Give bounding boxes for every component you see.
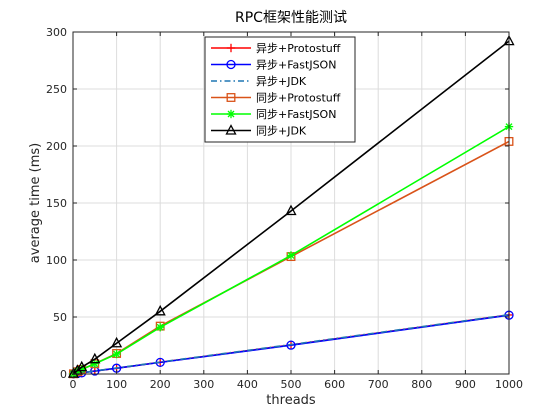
x-tick-label: 100 [106,378,127,391]
marker-circle [286,340,296,350]
legend-label: 同步+FastJSON [256,108,336,121]
marker-plus [226,43,236,53]
x-tick-label: 700 [368,378,389,391]
marker-triangle [76,360,88,372]
y-tick-label: 50 [53,311,67,324]
x-tick-label: 400 [237,378,258,391]
chart-title: RPC框架性能测试 [235,10,347,26]
x-tick-label: 900 [455,378,476,391]
legend-label: 同步+Protostuff [256,92,341,105]
x-tick-label: 200 [150,378,171,391]
x-tick-label: 300 [193,378,214,391]
legend-entry: 同步+Protostuff [211,92,341,105]
legend-label: 异步+FastJSON [256,59,336,72]
y-tick-label: 250 [46,83,67,96]
marker-triangle [154,304,166,316]
x-tick-label: 500 [281,378,302,391]
series-lines [67,34,515,379]
y-axis-label: average time (ms) [28,143,43,263]
legend-label: 异步+Protostuff [256,42,341,55]
legend-entry: 异步+FastJSON [211,59,336,72]
legend-entry: 同步+FastJSON [211,108,336,121]
legend-label: 同步+JDK [256,125,307,138]
y-tick-label: 100 [46,254,67,267]
marker-circle [226,59,236,70]
legend: 异步+Protostuff 异步+FastJSON 异步+JDK 同步+Protost… [204,36,356,143]
marker-triangle [225,124,237,135]
y-tick-label: 200 [46,140,67,153]
ticks: 0 100 200 300 400 500 600 700 800 900 1000 0 50 100 15… [46,26,523,391]
marker-asterisk [156,323,165,332]
legend-entry: 异步+JDK [211,75,307,88]
x-tick-label: 800 [411,378,432,391]
x-tick-label: 600 [324,378,345,391]
legend-box [204,36,356,143]
marker-triangle [89,352,101,364]
y-tick-label: 300 [46,26,67,39]
x-tick-label: 0 [70,378,77,391]
marker-triangle [285,204,297,216]
y-tick-label: 0 [60,368,67,381]
marker-triangle [111,336,123,348]
marker-triangle [67,367,80,378]
marker-asterisk [90,359,99,368]
y-tick-label: 150 [46,197,67,210]
marker-asterisk [286,251,296,260]
legend-label: 异步+JDK [256,75,307,88]
legend-entry: 异步+Protostuff [211,42,341,55]
marker-asterisk [226,109,236,119]
x-tick-label: 1000 [495,378,523,391]
marker-square [226,93,236,102]
marker-asterisk [112,349,121,359]
legend-entry: 同步+JDK [211,124,307,138]
x-axis-label: threads [266,393,316,408]
